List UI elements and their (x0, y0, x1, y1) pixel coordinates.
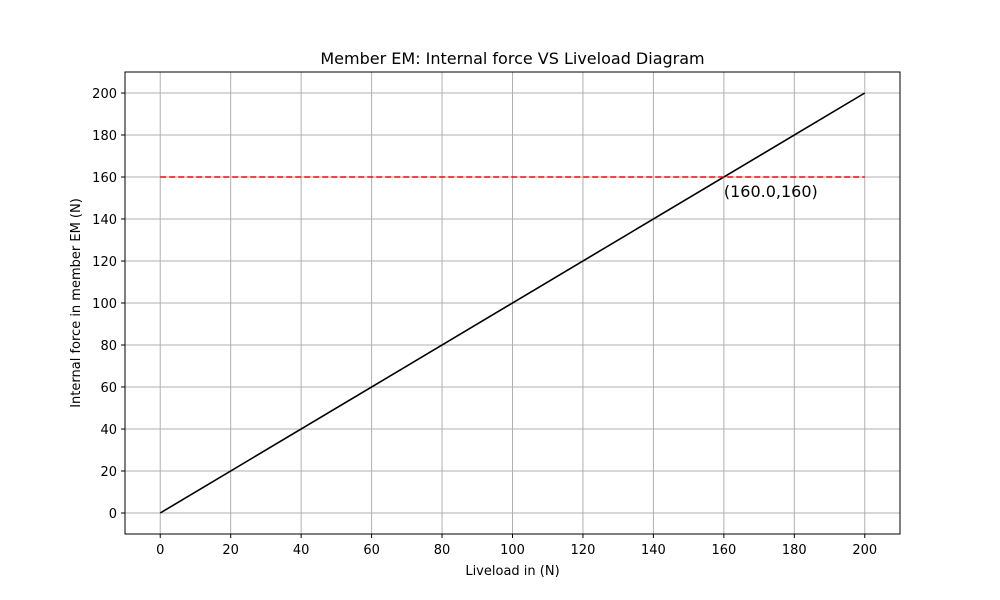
y-tick-label: 140 (92, 213, 117, 228)
x-tick-label: 200 (852, 543, 877, 558)
y-tick-label: 0 (109, 507, 117, 522)
y-tick-label: 180 (92, 129, 117, 144)
x-tick-label: 160 (711, 543, 736, 558)
y-tick-label: 60 (100, 381, 117, 396)
y-tick-label: 80 (100, 339, 117, 354)
x-tick-label: 0 (156, 543, 164, 558)
x-tick-label: 80 (434, 543, 451, 558)
series-layer (159, 92, 866, 514)
y-tick-label: 200 (92, 87, 117, 102)
force-line (159, 92, 866, 514)
y-tick-label: 20 (100, 465, 117, 480)
y-tick-label: 120 (92, 255, 117, 270)
chart-title: Member EM: Internal force VS Liveload Di… (320, 49, 704, 68)
x-tick-label: 100 (500, 543, 525, 558)
y-tick-label: 40 (100, 423, 117, 438)
grid (125, 72, 900, 534)
y-tick-label: 160 (92, 171, 117, 186)
point-annotation: (160.0,160) (724, 182, 818, 201)
x-tick-label: 40 (293, 543, 310, 558)
x-tick-label: 180 (782, 543, 807, 558)
x-axis-label: Liveload in (N) (465, 564, 559, 579)
y-axis-label: Internal force in member EM (N) (69, 198, 84, 408)
x-axis-ticks: 0 20 40 60 80 100 120 140 160 180 200 (156, 534, 877, 558)
y-tick-label: 100 (92, 297, 117, 312)
x-tick-label: 60 (363, 543, 380, 558)
annotations: (160.0,160) (724, 182, 818, 201)
y-axis-ticks: 0 20 40 60 80 100 120 140 160 180 200 (92, 87, 125, 522)
x-tick-label: 140 (641, 543, 666, 558)
x-tick-label: 20 (222, 543, 239, 558)
x-tick-label: 120 (571, 543, 596, 558)
